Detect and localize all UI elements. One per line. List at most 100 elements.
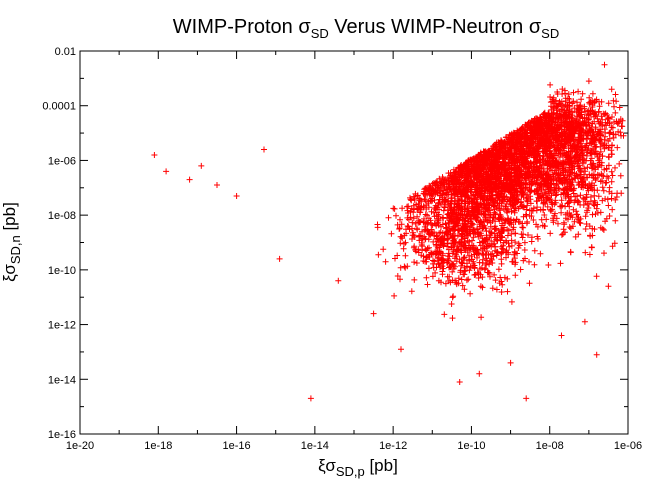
data-point xyxy=(608,178,615,185)
data-point xyxy=(517,203,523,210)
data-point xyxy=(524,142,531,149)
data-point xyxy=(589,165,596,172)
data-point xyxy=(533,124,539,131)
data-point xyxy=(420,203,427,210)
data-point xyxy=(561,174,568,181)
data-point xyxy=(479,259,486,266)
data-point xyxy=(534,198,541,205)
data-point xyxy=(602,180,609,186)
data-point xyxy=(521,239,528,246)
data-point xyxy=(599,116,606,123)
data-point xyxy=(595,109,602,116)
data-point xyxy=(480,164,487,171)
data-point xyxy=(516,132,523,139)
data-point xyxy=(451,233,458,240)
data-point xyxy=(488,229,495,236)
y-tick-label: 1e-06 xyxy=(48,155,76,167)
data-point xyxy=(570,89,577,96)
data-point xyxy=(584,200,591,207)
data-point xyxy=(608,124,615,131)
data-point xyxy=(402,252,409,259)
data-point xyxy=(529,169,536,176)
data-point xyxy=(575,143,582,150)
data-point xyxy=(580,119,587,126)
data-point xyxy=(440,207,447,214)
data-point xyxy=(557,172,564,179)
data-point xyxy=(511,179,518,186)
data-point xyxy=(589,120,596,127)
data-point xyxy=(612,217,619,224)
data-point xyxy=(573,208,580,215)
data-point xyxy=(612,164,618,171)
data-point xyxy=(478,172,485,179)
data-point xyxy=(478,182,485,189)
data-point xyxy=(541,109,548,116)
data-point xyxy=(504,232,511,239)
data-point xyxy=(473,213,480,220)
data-point xyxy=(592,126,599,132)
data-point xyxy=(479,185,486,191)
data-point xyxy=(489,173,496,180)
data-point xyxy=(499,222,506,229)
data-point xyxy=(494,158,501,165)
data-point xyxy=(446,226,453,232)
data-point xyxy=(511,201,518,208)
data-point xyxy=(534,204,541,211)
data-point xyxy=(502,248,509,255)
data-point xyxy=(528,178,535,185)
data-point xyxy=(493,252,500,259)
data-point xyxy=(385,214,392,221)
data-point xyxy=(461,208,468,215)
chart-title: WIMP-Proton σSD Verus WIMP-Neutron σSD xyxy=(173,16,559,41)
data-point xyxy=(516,131,523,138)
data-point xyxy=(484,207,491,214)
data-point xyxy=(499,187,506,194)
data-point xyxy=(523,124,530,131)
data-point xyxy=(561,187,568,194)
data-point xyxy=(616,104,623,111)
data-point xyxy=(483,228,490,235)
data-point xyxy=(611,103,617,110)
data-point xyxy=(554,161,561,168)
data-point xyxy=(480,200,487,207)
data-point xyxy=(603,122,610,129)
data-point xyxy=(481,211,488,218)
data-point xyxy=(482,187,489,194)
data-point xyxy=(429,273,436,280)
data-point xyxy=(527,125,534,132)
data-point xyxy=(442,196,449,203)
data-point xyxy=(467,264,474,271)
data-point xyxy=(535,194,542,201)
data-point xyxy=(561,138,568,145)
data-point xyxy=(576,112,583,119)
data-point xyxy=(536,165,543,172)
data-point xyxy=(528,213,535,220)
x-tick-label: 1e-14 xyxy=(301,440,329,452)
data-point xyxy=(469,256,475,263)
data-point xyxy=(526,137,533,144)
data-point xyxy=(530,217,537,223)
data-point xyxy=(565,159,572,166)
data-point xyxy=(541,189,548,196)
data-point xyxy=(375,251,382,258)
data-point xyxy=(596,103,603,110)
data-point xyxy=(578,169,585,176)
data-point xyxy=(462,225,469,232)
data-point xyxy=(616,160,623,167)
data-point xyxy=(458,190,465,197)
data-point xyxy=(599,153,606,160)
data-point xyxy=(585,78,592,85)
data-point xyxy=(409,232,416,239)
data-point xyxy=(450,240,457,247)
data-point xyxy=(591,148,598,154)
data-point xyxy=(587,198,594,205)
data-point xyxy=(571,218,578,225)
data-point xyxy=(519,191,526,198)
data-point xyxy=(418,241,425,248)
data-point xyxy=(413,201,420,208)
data-point xyxy=(481,266,488,273)
data-point xyxy=(450,262,457,269)
data-point xyxy=(582,213,589,220)
data-point xyxy=(528,132,534,139)
data-point xyxy=(562,211,569,218)
